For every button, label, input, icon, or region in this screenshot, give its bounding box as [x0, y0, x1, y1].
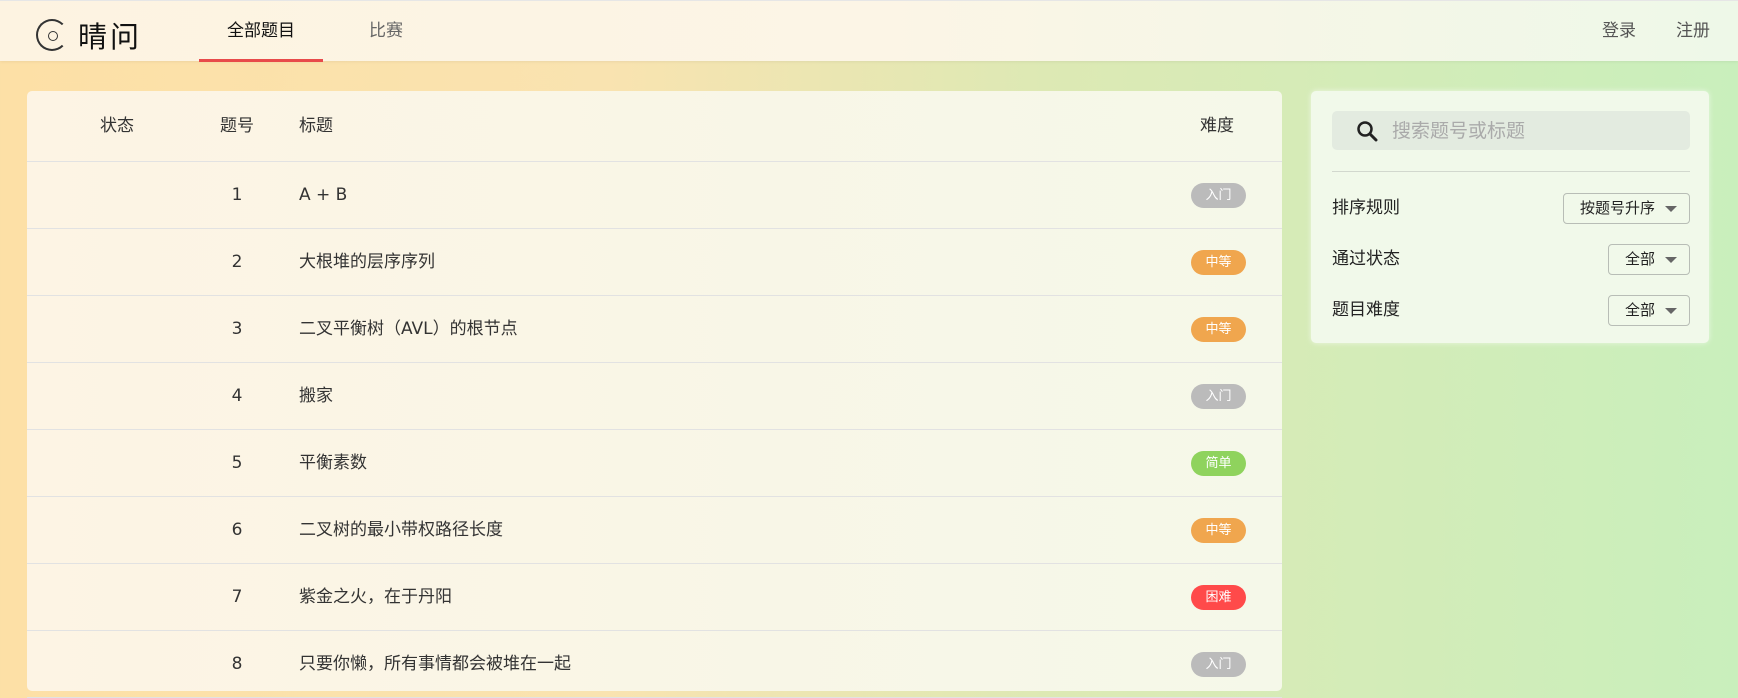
status-label: 通过状态 — [1332, 249, 1400, 269]
problem-title-link[interactable]: 二叉平衡树（AVL）的根节点 — [299, 319, 518, 339]
difficulty-badge: 入门 — [1191, 183, 1246, 208]
problem-title-link[interactable]: 紫金之火，在于丹阳 — [299, 587, 452, 607]
logo-text: 晴问 — [78, 20, 143, 54]
problem-id: 3 — [231, 319, 243, 339]
table-row[interactable]: 6 二叉树的最小带权路径长度 中等 — [27, 497, 1282, 564]
problem-title-link[interactable]: 搬家 — [299, 386, 333, 406]
table-row[interactable]: 4 搬家 入门 — [27, 363, 1282, 430]
table-row[interactable]: 8 只要你懒，所有事情都会被堆在一起 入门 — [27, 631, 1282, 698]
problem-id: 4 — [231, 386, 243, 406]
difficulty-badge: 中等 — [1191, 250, 1246, 275]
difficulty-label: 题目难度 — [1332, 300, 1400, 320]
problem-id: 2 — [231, 252, 243, 272]
sort-filter: 排序规则 按题号升序 — [1332, 193, 1690, 224]
register-link[interactable]: 注册 — [1676, 21, 1710, 41]
difficulty-filter: 题目难度 全部 — [1332, 295, 1690, 326]
table-row[interactable]: 1 A + B 入门 — [27, 162, 1282, 229]
search-box[interactable] — [1332, 111, 1690, 150]
table-row[interactable]: 7 紫金之火，在于丹阳 困难 — [27, 564, 1282, 631]
tab-all-problems[interactable]: 全部题目 — [199, 1, 323, 62]
status-select[interactable]: 全部 — [1607, 244, 1690, 275]
problem-title-link[interactable]: 二叉树的最小带权路径长度 — [299, 520, 503, 540]
table-row[interactable]: 2 大根堆的层序序列 中等 — [27, 229, 1282, 296]
table-row[interactable]: 5 平衡素数 简单 — [27, 430, 1282, 497]
problem-title-link[interactable]: 只要你懒，所有事情都会被堆在一起 — [299, 654, 571, 674]
logo[interactable]: 晴问 — [36, 14, 142, 56]
difficulty-select[interactable]: 全部 — [1607, 295, 1690, 326]
col-id: 题号 — [220, 116, 254, 136]
difficulty-badge: 中等 — [1191, 317, 1246, 342]
problem-title-link[interactable]: A + B — [299, 185, 348, 205]
tab-contests[interactable]: 比赛 — [369, 21, 403, 41]
table-header: 状态 题号 标题 难度 — [27, 91, 1282, 162]
problem-id: 6 — [231, 520, 243, 540]
problem-id: 7 — [231, 587, 243, 607]
problem-title-link[interactable]: 平衡素数 — [299, 453, 367, 473]
col-title: 标题 — [299, 116, 333, 136]
problem-id: 5 — [231, 453, 243, 473]
sort-label: 排序规则 — [1332, 198, 1400, 218]
difficulty-badge: 入门 — [1191, 384, 1246, 409]
difficulty-badge: 简单 — [1191, 451, 1246, 476]
login-link[interactable]: 登录 — [1602, 21, 1636, 41]
difficulty-badge: 困难 — [1191, 585, 1246, 610]
table-row[interactable]: 3 二叉平衡树（AVL）的根节点 中等 — [27, 296, 1282, 363]
search-input[interactable] — [1392, 111, 1682, 150]
problem-id: 8 — [231, 654, 243, 674]
difficulty-badge: 中等 — [1191, 518, 1246, 543]
problem-table: 状态 题号 标题 难度 1 A + B 入门 2 大根堆的层序序列 中等 3 二… — [27, 91, 1282, 698]
top-nav: 晴问 全部题目 比赛 登录 注册 — [0, 0, 1738, 62]
problem-id: 1 — [231, 185, 243, 205]
difficulty-badge: 入门 — [1191, 652, 1246, 677]
logo-icon — [36, 19, 68, 51]
filter-panel: 排序规则 按题号升序 通过状态 全部 题目难度 全部 — [1311, 91, 1709, 343]
sort-select[interactable]: 按题号升序 — [1562, 193, 1690, 224]
divider — [1332, 171, 1690, 172]
status-filter: 通过状态 全部 — [1332, 244, 1690, 275]
problem-title-link[interactable]: 大根堆的层序序列 — [299, 252, 435, 272]
col-difficulty: 难度 — [1200, 116, 1234, 136]
search-icon — [1357, 121, 1378, 142]
col-status: 状态 — [100, 116, 134, 136]
